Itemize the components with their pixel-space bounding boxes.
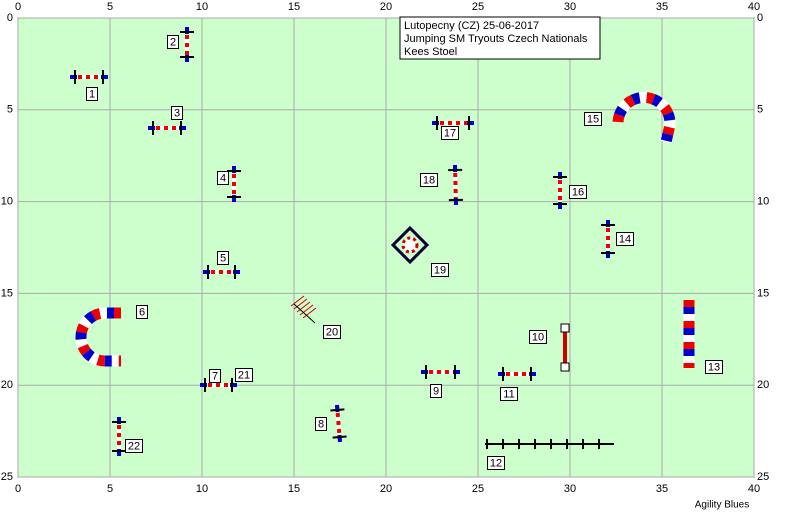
- obstacle-label-box: [235, 368, 253, 382]
- obstacle-label-box: [217, 171, 229, 185]
- obstacle-label-box: [209, 369, 221, 383]
- obstacle-label: 17: [444, 127, 456, 139]
- jump-bar: [335, 404, 342, 443]
- x-tick-label: 30: [564, 1, 576, 13]
- obstacle-label: 11: [503, 388, 514, 400]
- obstacle-label: 6: [139, 306, 145, 318]
- x-tick-label: 10: [196, 1, 208, 13]
- obstacle-label-box: [500, 387, 518, 401]
- a-frame-end: [560, 323, 570, 333]
- x-tick-label: 30: [564, 483, 576, 495]
- x-tick-label: 40: [748, 483, 760, 495]
- a-frame-end: [560, 362, 570, 372]
- tire-frame: [390, 225, 430, 265]
- tunnel: [612, 92, 676, 144]
- obstacle-label-box: [217, 251, 229, 265]
- y-tick-label: 20: [757, 379, 769, 391]
- weave-base: [293, 303, 316, 324]
- obstacle-label-box: [167, 35, 179, 49]
- obstacle-label: 20: [326, 326, 338, 338]
- title-line: Jumping SM Tryouts Czech Nationals: [404, 33, 588, 45]
- y-tick-label: 5: [757, 104, 763, 116]
- y-tick-label: 10: [757, 196, 769, 208]
- obstacle-label: 10: [532, 331, 544, 343]
- obstacle-label-box: [616, 232, 634, 246]
- title-box: [399, 16, 601, 60]
- x-tick-label: 0: [15, 483, 21, 495]
- x-tick-label: 35: [656, 1, 668, 13]
- x-tick-label: 40: [748, 1, 760, 13]
- x-tick-label: 5: [107, 483, 113, 495]
- x-tick-label: 35: [656, 483, 668, 495]
- jump-stand: [332, 435, 347, 439]
- y-tick-label: 15: [757, 287, 769, 299]
- obstacle-label: 16: [572, 186, 584, 198]
- x-tick-label: 25: [472, 483, 484, 495]
- obstacle-label-box: [323, 325, 341, 339]
- obstacle-label-box: [430, 384, 442, 398]
- obstacle-label: 12: [490, 457, 502, 469]
- obstacle-label: 14: [619, 233, 631, 245]
- x-tick-label: 20: [380, 1, 392, 13]
- x-tick-label: 25: [472, 1, 484, 13]
- obstacle-label: 13: [708, 361, 720, 373]
- obstacle-label-box: [441, 126, 459, 140]
- obstacle-label-box: [125, 439, 143, 453]
- footer: Agility Blues: [695, 500, 749, 511]
- x-tick-label: 5: [107, 1, 113, 13]
- obstacle-label-box: [529, 330, 547, 344]
- obstacle-label: 3: [174, 107, 180, 119]
- obstacle-label-box: [136, 305, 148, 319]
- y-tick-label: 25: [757, 471, 769, 483]
- y-tick-label: 15: [1, 287, 13, 299]
- obstacle-label-box: [171, 106, 183, 120]
- tunnel: [75, 307, 121, 367]
- obstacle-label: 8: [318, 418, 324, 430]
- weave-pole: [299, 304, 314, 316]
- obstacle-label-box: [705, 360, 723, 374]
- tunnel: [612, 92, 676, 144]
- obstacle-label: 7: [212, 370, 218, 382]
- tunnel: [75, 307, 121, 367]
- x-tick-label: 0: [15, 1, 21, 13]
- obstacle-label-box: [420, 173, 438, 187]
- x-tick-label: 20: [380, 483, 392, 495]
- y-tick-label: 20: [1, 379, 13, 391]
- obstacle-label: 19: [434, 264, 446, 276]
- y-tick-label: 0: [7, 12, 13, 24]
- y-tick-label: 25: [1, 471, 13, 483]
- obstacle-label: 21: [238, 369, 250, 381]
- obstacle-label-box: [315, 417, 327, 431]
- obstacle-label: 18: [423, 174, 435, 186]
- obstacle-label-box: [431, 263, 449, 277]
- x-tick-label: 10: [196, 483, 208, 495]
- obstacle-label-box: [487, 456, 505, 470]
- obstacle-label: 22: [128, 440, 140, 452]
- weave-pole: [302, 307, 317, 319]
- obstacle-label-box: [569, 185, 587, 199]
- title-line: Lutopecny (CZ) 25-06-2017: [404, 20, 539, 32]
- jump-stand: [330, 408, 345, 412]
- y-tick-label: 10: [1, 196, 13, 208]
- x-tick-label: 15: [288, 483, 300, 495]
- y-tick-label: 0: [757, 12, 763, 24]
- obstacle-label: 2: [170, 36, 176, 48]
- tire: [401, 236, 419, 254]
- obstacle-label-box: [584, 112, 602, 126]
- x-tick-label: 15: [288, 1, 300, 13]
- obstacle-label: 15: [587, 113, 599, 125]
- obstacle-label: 4: [220, 172, 226, 184]
- weave-pole: [293, 298, 308, 310]
- weave-pole: [296, 301, 311, 313]
- title-line: Kees Stoel: [404, 46, 457, 58]
- obstacle-label-box: [86, 87, 98, 101]
- obstacle-label: 1: [89, 88, 95, 100]
- weave-pole: [290, 295, 305, 307]
- y-tick-label: 5: [7, 104, 13, 116]
- obstacle-label: 9: [433, 385, 439, 397]
- obstacle-label: 5: [220, 252, 226, 264]
